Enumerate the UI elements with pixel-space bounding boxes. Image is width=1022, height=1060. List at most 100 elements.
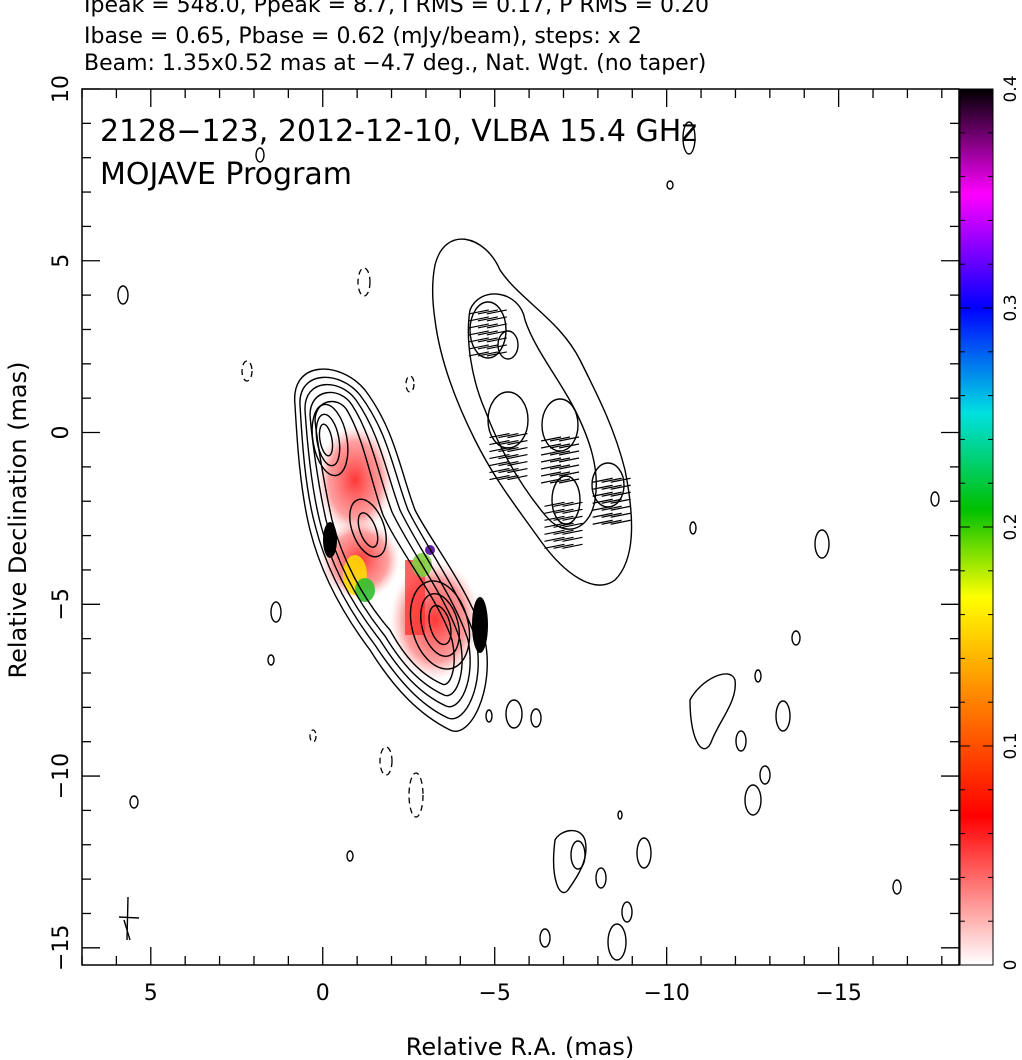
evpa-stick	[507, 474, 528, 481]
y-tick-label: 5	[49, 254, 74, 268]
evpa-stick	[477, 344, 498, 350]
contour-lobe-knot-1b	[497, 330, 519, 360]
x-axis-label: Relative R.A. (mas)	[406, 1033, 634, 1060]
evpa-stick	[553, 522, 574, 528]
evpa-stick	[507, 467, 528, 474]
evpa-stick	[468, 337, 489, 343]
evpa-stick	[558, 464, 580, 470]
evpa-stick	[558, 457, 580, 463]
contour-knot-b	[420, 593, 460, 657]
negative-contour	[379, 746, 393, 776]
evpa-stick	[489, 446, 510, 453]
chart-subtitle: MOJAVE Program	[100, 157, 352, 192]
noise-contour	[129, 795, 139, 809]
noise-contour	[754, 669, 762, 683]
evpa-stick	[553, 515, 574, 521]
negative-contours	[241, 267, 424, 818]
evpa-stick	[507, 446, 528, 453]
evpa-stick	[468, 316, 489, 322]
evpa-stick	[610, 519, 631, 525]
evpa-stick	[562, 536, 583, 542]
evpa-stick	[507, 460, 528, 467]
contour-core-a	[311, 403, 349, 477]
evpa-stick	[601, 498, 622, 504]
contour-knot-c	[428, 604, 452, 646]
evpa-stick	[610, 477, 631, 483]
evpa-stick	[562, 543, 583, 549]
evpa-stick	[540, 464, 562, 470]
noise-contour	[621, 901, 633, 923]
evpa-stick	[592, 519, 613, 525]
axis-ticks	[81, 88, 959, 965]
evpa-stick	[507, 432, 528, 439]
evpa-stick	[468, 351, 489, 357]
evpa-stick	[477, 337, 498, 343]
evpa-stick	[549, 478, 571, 484]
evpa-stick	[592, 498, 613, 504]
evpa-stick	[540, 443, 562, 449]
evpa-stick	[489, 453, 510, 460]
y-tick-labels: 10 5 0 −5 −10 −15	[49, 75, 74, 971]
evpa-stick	[553, 508, 574, 514]
colorbar-tick-label: 0.4	[1001, 75, 1021, 102]
evpa-stick	[468, 309, 489, 315]
evpa-stick	[544, 529, 565, 535]
x-tick-labels: 5 0 −5 −10 −15	[144, 981, 862, 1006]
noise-contour	[530, 708, 542, 728]
beam-major-line	[126, 896, 129, 941]
evpa-stick	[486, 344, 507, 350]
noise-contour	[689, 521, 697, 535]
evpa-stick	[468, 323, 489, 329]
pol-color-green	[355, 578, 375, 602]
noise-contour	[485, 709, 493, 723]
x-tick-label: 5	[144, 981, 158, 1006]
noise-contour	[775, 700, 791, 732]
evpa-stick	[592, 505, 613, 511]
noise-contour	[744, 784, 762, 816]
noise-contour	[666, 180, 674, 190]
header-base-line: Ibase = 0.65, Pbase = 0.62 (mJy/beam), s…	[84, 24, 642, 49]
evpa-stick	[544, 522, 565, 528]
evpa-stick	[601, 505, 622, 511]
evpa-stick	[477, 351, 498, 357]
contour-mid-a	[349, 498, 387, 558]
y-tick-label: −10	[49, 753, 74, 799]
evpa-stick	[498, 474, 519, 481]
noise-contour	[595, 867, 607, 889]
y-tick-label: 0	[49, 426, 74, 440]
evpa-stick	[540, 471, 562, 477]
evpa-stick	[498, 467, 519, 474]
colorbar-tick-label: 0.3	[1001, 294, 1021, 321]
evpa-stick	[601, 484, 622, 490]
evpa-stick	[544, 515, 565, 521]
evpa-stick	[498, 439, 519, 446]
x-tick-label: −15	[815, 981, 861, 1006]
noise-contour	[346, 850, 354, 862]
evpa-stick	[610, 484, 631, 490]
evpa-stick	[540, 457, 562, 463]
evpa-stick	[549, 464, 571, 470]
evpa-stick	[549, 436, 571, 442]
negative-contour	[357, 267, 371, 297]
evpa-stick	[544, 508, 565, 514]
x-tick-label: −5	[478, 981, 510, 1006]
noise-contour	[814, 529, 830, 559]
plot-frame	[81, 88, 960, 966]
chart-title: 2128−123, 2012-12-10, VLBA 15.4 GHz	[100, 114, 697, 149]
evpa-stick	[558, 471, 580, 477]
noise-contour	[791, 630, 801, 646]
evpa-stick	[610, 505, 631, 511]
contour-5	[314, 400, 455, 686]
evpa-stick	[544, 543, 565, 549]
evpa-stick	[562, 522, 583, 528]
contour-knot-a	[409, 580, 471, 670]
evpa-stick	[486, 309, 507, 315]
contour-lobe-knot-4	[551, 475, 581, 525]
evpa-stick	[553, 529, 574, 535]
evpa-stick	[558, 450, 580, 456]
contour-outer	[294, 368, 488, 732]
colorbar-tick-label: 0	[1001, 960, 1021, 971]
evpa-stick	[549, 450, 571, 456]
evpa-stick	[544, 536, 565, 542]
pol-color-edge-left	[323, 522, 337, 558]
